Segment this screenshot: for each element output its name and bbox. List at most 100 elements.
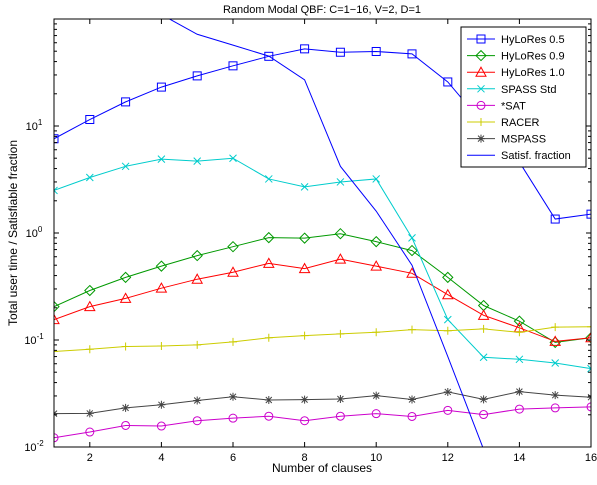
data-point (191, 273, 204, 284)
data-point (155, 282, 168, 293)
x-tick-label: 4 (158, 452, 164, 464)
data-point (264, 333, 273, 342)
data-point (334, 227, 347, 240)
series-racer (54, 322, 591, 356)
x-tick-label: 10 (370, 452, 382, 464)
legend-marker (476, 34, 486, 44)
data-point (298, 262, 311, 274)
data-point (372, 328, 381, 337)
data-point (334, 253, 347, 264)
data-point (229, 337, 237, 346)
x-tick-label: 12 (442, 452, 454, 464)
series-line-mspass (54, 391, 591, 415)
data-point (585, 331, 591, 343)
legend-item-hylores-1-0: HyLoRes 1.0 (467, 66, 565, 79)
data-point (443, 326, 452, 335)
chart-title: Random Modal QBF: C=1−16, V=2, D=1 (223, 4, 421, 16)
data-point (300, 416, 310, 426)
data-point (371, 46, 381, 56)
data-point (550, 214, 560, 224)
data-point (54, 347, 58, 356)
data-point (264, 395, 273, 404)
data-point (336, 329, 345, 338)
data-point (479, 395, 488, 404)
data-point (407, 411, 417, 421)
series-line-racer (54, 326, 591, 353)
data-point (515, 387, 524, 396)
legend-item-sat: *SAT (467, 100, 526, 112)
series-hylores-1-0 (54, 253, 591, 346)
data-point (262, 257, 275, 268)
series-line-hylores-0-9 (54, 233, 591, 343)
data-point (121, 97, 131, 107)
data-point (121, 403, 130, 412)
x-tick-label: 6 (230, 452, 236, 464)
data-point (477, 309, 490, 320)
data-point (191, 249, 203, 262)
legend-marker (476, 100, 486, 110)
series-mspass (54, 387, 591, 418)
data-point (336, 394, 345, 403)
data-point (442, 271, 454, 284)
data-point (84, 284, 96, 297)
data-point (515, 355, 524, 364)
y-tick-label: 101 (26, 118, 43, 133)
legend-label: HyLoRes 0.9 (501, 51, 565, 63)
legend-label: *SAT (501, 100, 526, 112)
legend-label: HyLoRes 0.5 (501, 34, 565, 46)
series-line-hylores-1-0 (54, 258, 591, 342)
data-point (551, 359, 560, 367)
data-point (335, 411, 345, 421)
data-point (408, 234, 416, 242)
series-line-sat (54, 406, 591, 439)
data-point (443, 315, 452, 324)
data-point (54, 300, 60, 313)
series-hylores-0-9 (54, 227, 591, 349)
data-point (229, 392, 237, 401)
data-point (587, 322, 591, 331)
legend-item-mspass: MSPASS (467, 134, 546, 146)
data-point (121, 342, 130, 351)
data-point (514, 404, 524, 414)
data-point (156, 82, 166, 92)
legend-marker (477, 134, 485, 143)
data-point (227, 240, 239, 253)
legend-label: HyLoRes 1.0 (501, 67, 565, 79)
legend-item-hylores-0-5: HyLoRes 0.5 (467, 34, 565, 46)
data-point (372, 391, 381, 400)
data-point (264, 411, 274, 421)
data-point (121, 420, 131, 430)
data-point (406, 244, 418, 257)
data-point (264, 175, 273, 183)
data-point (479, 410, 489, 420)
data-point (157, 341, 166, 350)
data-point (443, 387, 452, 396)
data-point (515, 328, 524, 337)
data-point (54, 186, 58, 195)
data-point (85, 115, 95, 125)
series-satisf-fraction (168, 19, 484, 447)
legend-label: RACER (501, 117, 540, 129)
series-line-spass-std (54, 157, 591, 370)
data-point (157, 155, 166, 164)
x-tick-label: 2 (87, 452, 93, 464)
legend-marker (475, 66, 487, 77)
data-point (300, 44, 310, 54)
series-line-satisf-fraction (168, 19, 484, 447)
data-point (408, 395, 416, 404)
legend-item-spass-std: SPASS Std (467, 84, 556, 96)
data-point (551, 323, 560, 332)
legend-item-satisf-fraction: Satisf. fraction (467, 150, 571, 162)
data-point (193, 340, 202, 349)
data-point (156, 421, 166, 431)
data-point (443, 405, 453, 415)
data-point (443, 77, 453, 87)
data-point (408, 325, 416, 334)
legend-items: HyLoRes 0.5 HyLoRes 0.9 HyLoRes 1.0 SPASS S… (467, 34, 571, 162)
y-tick-label: 10-1 (24, 332, 44, 347)
legend-marker (475, 49, 487, 62)
data-point (479, 324, 488, 333)
data-point (371, 409, 381, 419)
